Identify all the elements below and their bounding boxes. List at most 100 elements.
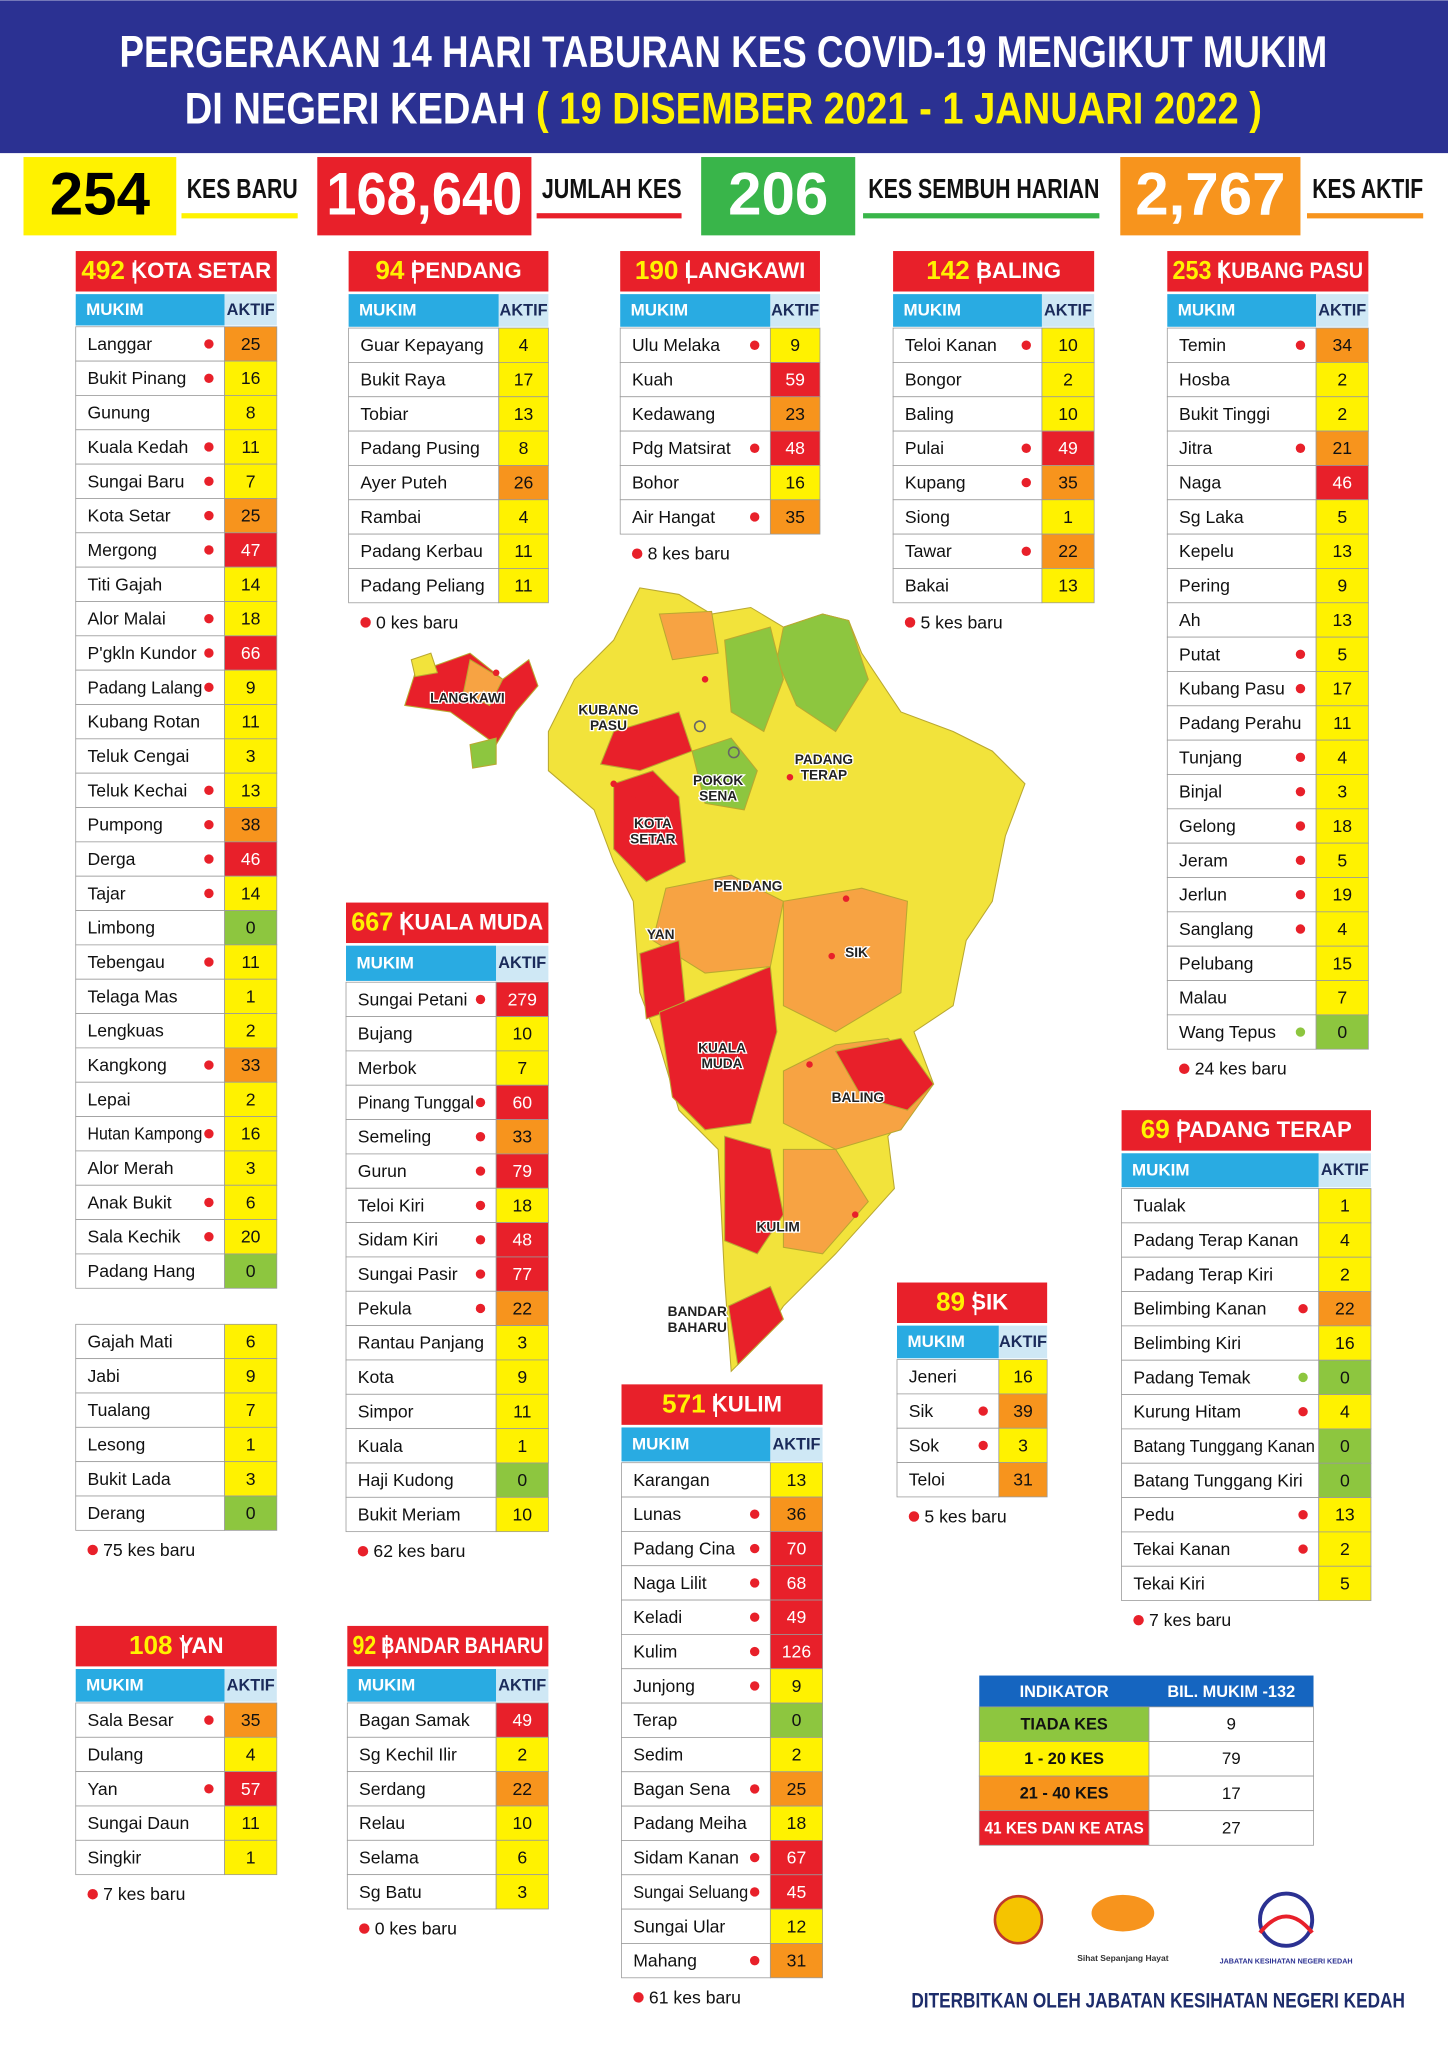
row-name-cell: [75, 1013, 225, 1049]
mukim-active: 6: [246, 1331, 256, 1351]
row-value-cell: [1318, 1428, 1372, 1464]
row-name-cell: [1121, 1291, 1320, 1327]
new-case-dot: [1295, 683, 1306, 694]
mukim-name: Lesong: [87, 1434, 145, 1454]
mukim-name: Sg Laka: [1179, 507, 1244, 527]
mukim-active: 48: [512, 1230, 532, 1250]
stat-box: [1120, 157, 1301, 236]
stat-box: [23, 157, 177, 236]
map-island: [469, 737, 497, 769]
mukim-name: Tekai Kanan: [1133, 1539, 1230, 1559]
row-name-cell: [75, 1426, 225, 1463]
column-header: [75, 1669, 225, 1702]
mukim-active: 4: [519, 507, 529, 527]
column-header-label: AKTIF: [999, 1333, 1047, 1351]
mukim-active: 66: [241, 643, 261, 663]
mukim-name: Teloi: [909, 1470, 945, 1490]
mukim-active: 17: [1332, 679, 1352, 699]
new-case-dot: [204, 888, 214, 899]
new-case-dot: [475, 1235, 486, 1245]
row-value-cell: [769, 1599, 823, 1635]
mukim-active: 22: [512, 1298, 532, 1318]
title: PERGERAKAN 14 HARI TABURAN KES COVID-19 …: [119, 28, 1327, 77]
row-value-cell: [769, 396, 821, 432]
mukim-active: 3: [246, 1469, 256, 1489]
new-case-dot: [204, 373, 214, 383]
mukim-name: Kedawang: [632, 404, 715, 424]
mukim-name: Pering: [1179, 576, 1230, 596]
stat-box: [701, 157, 856, 236]
mukim-active: 1: [246, 1434, 256, 1454]
mukim-active: 14: [241, 574, 261, 594]
row-value-cell: [1318, 1359, 1372, 1395]
mukim-name: Malau: [1179, 988, 1227, 1008]
map-region: [782, 887, 908, 1033]
mukim-active: 6: [517, 1847, 527, 1867]
mukim-name: Jitra: [1179, 438, 1212, 458]
mukim-name: P'gkln Kundor: [87, 643, 196, 663]
row-name-cell: [345, 1496, 497, 1533]
row-value-cell: [1318, 1565, 1372, 1601]
map-region: [724, 626, 784, 733]
mukim-name: Naga Lilit: [633, 1573, 707, 1593]
row-name-cell: [621, 1668, 771, 1704]
new-case-dot: [1295, 786, 1306, 797]
row-name-cell: [1166, 636, 1317, 672]
row-value-cell: [224, 360, 278, 396]
logo-arc: [1258, 1914, 1314, 1934]
district-title: 492 KOTA SETAR: [81, 255, 271, 285]
new-case-dot: [1298, 1304, 1308, 1314]
column-header: [496, 1669, 549, 1702]
new-case-dot: [204, 545, 214, 555]
mukim-name: Hosba: [1179, 370, 1230, 390]
new-case-dot: [204, 682, 214, 693]
mukim-name: Air Hangat: [632, 507, 715, 527]
map-dot: [786, 773, 794, 781]
row-name-cell: [75, 944, 225, 980]
column-header: [346, 945, 497, 981]
mukim-active: 33: [241, 1055, 261, 1075]
mukim-active: 25: [241, 334, 261, 354]
mukim-name: Rantau Panjang: [358, 1333, 484, 1353]
row-name-cell: [348, 396, 500, 432]
mukim-active: 0: [1337, 1022, 1347, 1042]
mukim-name: Jabi: [87, 1366, 119, 1386]
legend-count-cell: [1148, 1741, 1314, 1777]
map-dot: [662, 806, 670, 814]
district-total: 142: [926, 255, 970, 285]
row-name-cell: [621, 1908, 771, 1944]
district-title: 667 KUALA MUDA: [351, 906, 543, 936]
mukim-name: Sedim: [633, 1745, 683, 1765]
new-case-dot: [204, 1197, 214, 1208]
mukim-name: Sg Batu: [359, 1882, 422, 1902]
district-title-bar: [1121, 1110, 1371, 1151]
district-title-bar: [75, 1625, 277, 1667]
row-name-cell: [619, 430, 771, 466]
note: 8 kes baru: [648, 544, 730, 564]
district-title: 89 SIK: [936, 1286, 1008, 1316]
row-name-cell: [345, 1050, 497, 1086]
mukim-name: Kubang Rotan: [87, 712, 200, 732]
column-header-label: AKTIF: [1044, 301, 1092, 319]
row-name-cell: [1121, 1359, 1320, 1395]
new-case-dot: [204, 1129, 214, 1139]
row-value-cell: [495, 1256, 549, 1292]
district-title: 92 BANDAR BAHARU: [353, 1630, 544, 1660]
mukim-name: Sala Besar: [87, 1710, 173, 1730]
row-value-cell: [769, 465, 821, 501]
legend-count: 27: [1222, 1818, 1241, 1837]
mukim-name: Padang Meiha: [633, 1813, 747, 1833]
mukim-active: 17: [514, 370, 534, 390]
row-value-cell: [498, 327, 549, 363]
row-value-cell: [495, 1119, 549, 1155]
row-value-cell: [498, 533, 549, 569]
new-case-dot: [749, 1646, 760, 1657]
mukim-active: 57: [241, 1779, 261, 1799]
row-name-cell: [621, 1805, 771, 1841]
row-value-cell: [498, 362, 549, 398]
district-total: 108: [129, 1630, 173, 1660]
district-total: 94: [375, 255, 405, 285]
row-name-cell: [1166, 327, 1317, 363]
new-case-dot: [749, 1543, 760, 1554]
